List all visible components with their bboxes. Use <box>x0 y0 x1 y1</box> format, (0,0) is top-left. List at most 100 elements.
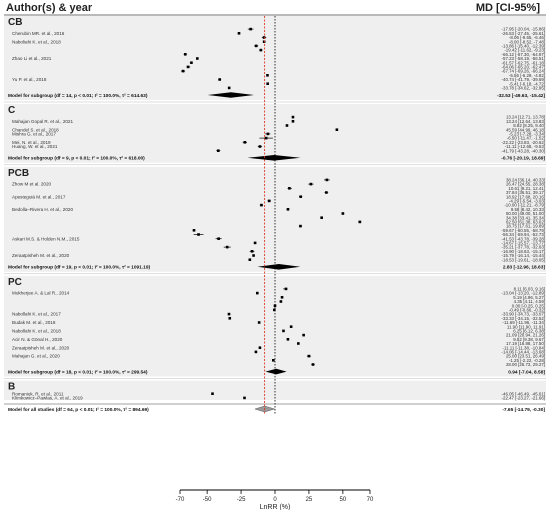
study-ci-value: -33.78 [-34.62, -32.95] <box>502 86 545 91</box>
subgroup-ci-value: -32.53 [-49.63, -15.42] <box>497 93 545 99</box>
subgroup-model-label: Model for subgroup (df = 18, p < 0.01; I… <box>8 369 148 375</box>
effect-marker <box>183 53 187 56</box>
effect-marker <box>284 287 288 291</box>
study-ci-value: -46.05 [-46.49, -45.61] <box>502 391 545 396</box>
effect-marker <box>262 36 266 39</box>
study-ci-value: -22.22 [-23.83, -20.62] <box>502 140 545 145</box>
md-column-header: MD [CI-95%] <box>475 2 540 14</box>
study-ci-value: 4.35 [4.11, 4.59] <box>514 299 545 304</box>
author-column-header: Author(s) & year <box>6 2 93 14</box>
effect-marker <box>325 178 329 182</box>
effect-marker <box>250 250 254 253</box>
x-tick-label: -70 <box>176 497 185 503</box>
effect-marker <box>264 136 268 140</box>
study-author: Zhow M et al. 2020 <box>12 182 52 187</box>
effect-marker <box>218 78 222 81</box>
study-ci-value: 37.84 [36.51, 39.17] <box>506 190 545 195</box>
study-author: Naboliahi K. et al., 2018 <box>12 39 61 44</box>
study-author: Romaniuk, R. et al., 2011 <box>12 391 64 396</box>
group-label-b: B <box>8 382 15 393</box>
effect-marker <box>266 74 269 77</box>
group-band-b <box>4 380 546 400</box>
study-author: Nabollahi K. et al., 2017 <box>12 312 61 317</box>
study-author: Mei, N. et al., 2019 <box>12 140 51 145</box>
study-ci-value: 28.00 [26.73, 29.27] <box>506 362 545 367</box>
effect-marker <box>285 124 289 127</box>
study-ci-value: -6.50 [-11.47, -1.52] <box>507 136 545 141</box>
effect-marker <box>211 392 214 395</box>
study-ci-value: -13.04 [-13.20, -12.89] <box>502 291 545 296</box>
effect-marker <box>249 27 252 31</box>
effect-marker <box>237 32 241 35</box>
subgroup-ci-value: 2.83 [-12.96, 18.63] <box>503 265 546 271</box>
effect-marker <box>248 258 252 261</box>
effect-marker <box>309 182 313 186</box>
x-tick-label: 25 <box>306 497 313 503</box>
effect-marker <box>325 191 328 194</box>
subgroup-diamond <box>247 155 301 161</box>
effect-marker <box>228 317 232 320</box>
effect-marker <box>273 304 277 307</box>
effect-marker <box>254 44 258 48</box>
group-label-pc: PC <box>8 277 22 288</box>
effect-marker <box>258 346 262 349</box>
study-ci-value: 8.82 [8.25, 9.40] <box>513 123 545 128</box>
effect-marker <box>289 325 293 328</box>
effect-marker <box>341 212 345 215</box>
effect-marker <box>260 203 263 207</box>
group-label-c: C <box>8 105 15 116</box>
study-ci-value: 5.19 [4.96, 5.27] <box>513 295 545 300</box>
effect-marker <box>280 296 284 299</box>
study-ci-value: 45.59 [44.99, 46.18] <box>506 127 545 132</box>
effect-marker <box>186 65 190 69</box>
group-label-cb: CB <box>8 17 22 28</box>
effect-marker <box>299 195 302 198</box>
group-label-pcb: PCB <box>8 168 29 179</box>
study-ci-value: -5.23 [-7.28, -3.34] <box>509 132 545 137</box>
study-ci-value: -1.25 [-2.22, -0.28] <box>509 358 545 363</box>
study-author: Apesteguiá M. et al., 2017 <box>12 194 66 199</box>
effect-marker <box>192 229 196 232</box>
study-ci-value: 18.75 [17.61, 19.89] <box>506 224 545 229</box>
effect-marker <box>302 333 305 337</box>
effect-marker <box>217 237 220 240</box>
study-author: Acir N. & Gönal H., 2020 <box>12 337 63 342</box>
study-author: Bedolla–Rivera H. et al., 2020 <box>12 207 73 212</box>
effect-marker <box>225 245 229 249</box>
study-ci-value: -41.79 [-43.28, -40.30] <box>502 148 545 153</box>
study-ci-value: 6.25 [6.12, 6.38] <box>513 329 545 334</box>
study-ci-value: 25.00 [23.51, 26.49] <box>506 354 545 359</box>
effect-marker <box>243 396 246 400</box>
study-author: Askari M.S. & Holden N.M., 2015 <box>12 236 80 241</box>
study-ci-value: -57.23 [-58.19, -56.51] <box>502 56 545 61</box>
overall-ci-value: -7.65 [-14.79, -0.30] <box>502 407 545 413</box>
study-ci-value: 13.24 [12.71, 13.78] <box>506 115 545 120</box>
effect-marker <box>266 132 270 136</box>
study-author: Zeraatpisheh M. et al., 2020 <box>12 253 70 258</box>
effect-marker <box>299 224 302 228</box>
study-ci-value: -11.11 [-11.38, -10.84] <box>503 345 545 350</box>
study-ci-value: -18.53 [-19.61, -18.05] <box>502 257 545 262</box>
study-author: Klimkowicz–Pawlas, A. et al., 2019 <box>12 396 83 401</box>
study-ci-value: 34.38 [33.41, 35.34] <box>506 215 545 220</box>
effect-marker <box>266 82 269 85</box>
effect-marker <box>282 329 285 333</box>
effect-marker <box>311 363 315 366</box>
study-ci-value: -17.95 [-20.04, -15.86] <box>502 27 545 32</box>
study-author: Cherubin MR. et al., 2016 <box>12 31 65 36</box>
effect-marker <box>273 308 276 312</box>
effect-marker <box>252 254 255 257</box>
study-author: Mahajan Gopal R. et al., 2021 <box>12 119 73 124</box>
study-ci-value: -35.21 [-37.78, -32.63] <box>502 245 545 250</box>
overall-model-label: Model for all studies (df = 64, p < 0.01… <box>8 407 149 413</box>
study-ci-value: 26.47 [24.55, 28.38] <box>506 182 545 187</box>
study-author: Budak M. et al., 2018 <box>12 320 56 325</box>
study-ci-value: -59.67 [-60.55, -58.79] <box>502 228 545 233</box>
study-ci-value: -8.00 [-8.52, -7.48] <box>509 39 545 44</box>
effect-marker <box>279 300 283 303</box>
study-ci-value: -26.53 [-27.45, -25.61] <box>502 31 545 36</box>
x-tick-label: 50 <box>340 497 347 503</box>
study-ci-value: -33.33 [-34.15, -32.52] <box>502 316 545 321</box>
x-axis-label: LnRR (%) <box>260 504 291 510</box>
